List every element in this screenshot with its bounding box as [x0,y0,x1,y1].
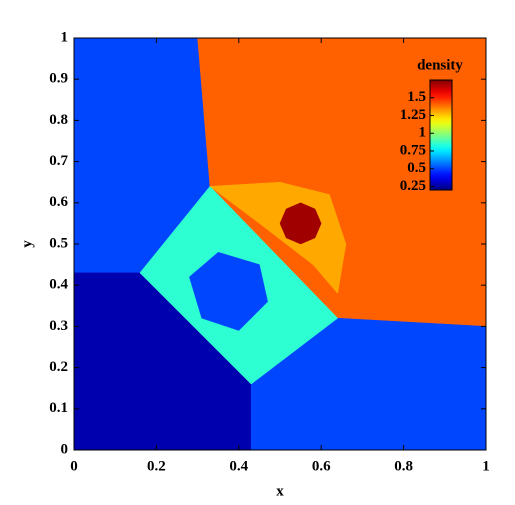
x-tick-label: 0.6 [312,458,331,474]
colorbar-tick-label: 1.25 [400,107,426,123]
colorbar-tick-label: 0.5 [407,160,426,176]
y-tick-label: 0 [61,441,69,457]
y-tick-label: 0.8 [49,112,68,128]
colorbar-tick-label: 0.75 [400,142,426,158]
y-tick-label: 0.1 [49,400,68,416]
colorbar-tick-label: 1 [419,125,427,141]
density-region [279,202,322,245]
plot-area [73,37,487,451]
colorbar-tick-label: 1.5 [407,89,426,105]
x-tick-label: 0.8 [394,458,413,474]
density-region [189,251,268,331]
y-tick-label: 0.7 [49,153,68,169]
colorbar-label: density [417,57,463,73]
colorbar [429,79,453,191]
colorbar-tick-label: 0.25 [400,178,426,194]
y-tick-label: 0.2 [49,359,68,375]
x-tick-label: 0.4 [229,458,248,474]
y-tick-label: 0.4 [49,277,68,293]
x-axis-label: x [276,483,284,499]
y-tick-label: 0.6 [49,194,68,210]
y-tick-label: 0.9 [49,71,68,87]
y-tick-label: 0.5 [49,235,68,251]
y-tick-label: 0.3 [49,318,68,334]
y-tick-label: 1 [61,29,69,45]
x-tick-label: 0 [70,458,78,474]
y-axis-label: y [19,240,35,248]
x-tick-label: 1 [482,458,490,474]
x-tick-label: 0.2 [147,458,166,474]
